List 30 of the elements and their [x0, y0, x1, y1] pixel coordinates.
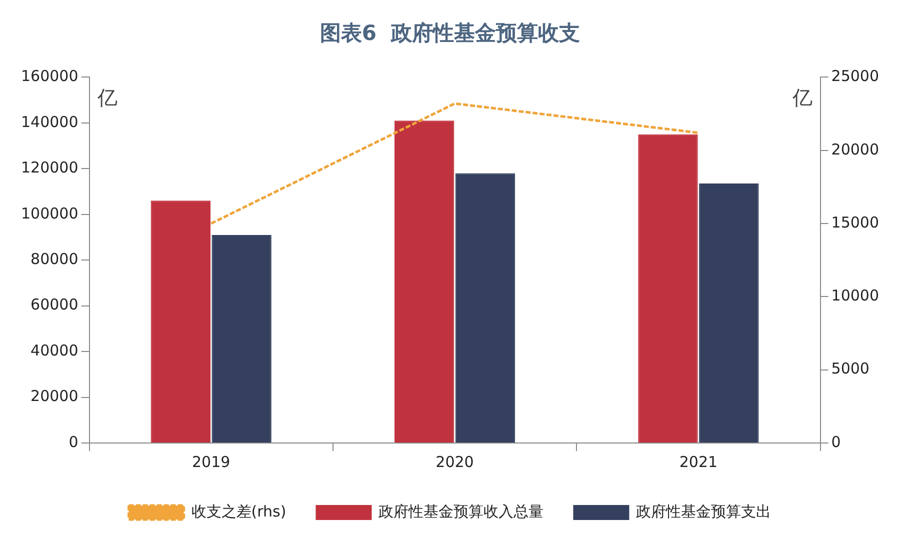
y-tick-label: 40000 [30, 341, 78, 360]
x-tick-label: 2020 [436, 452, 474, 471]
bar [212, 234, 272, 442]
y-tick-label: 60000 [30, 296, 78, 314]
y-tick-label: 120000 [20, 158, 78, 177]
x-tick-label: 2019 [192, 452, 230, 471]
y2-tick-label: 10000 [831, 286, 879, 305]
y-tick-label: 140000 [20, 112, 78, 131]
y2-axis-title: 亿 [791, 85, 812, 110]
y-tick-label: 160000 [20, 67, 78, 86]
bar [394, 120, 454, 442]
y2-tick-label: 20000 [831, 140, 879, 158]
x-tick-label: 2021 [679, 452, 718, 471]
legend-label: 政府性基金预算支出 [636, 502, 772, 520]
legend-label: 收支之差(rhs) [191, 502, 286, 520]
y2-tick-label: 0 [831, 432, 841, 451]
y-tick-label: 20000 [30, 387, 78, 406]
bar [455, 173, 516, 442]
y2-tick-label: 5000 [831, 360, 870, 378]
y-tick-label: 100000 [20, 204, 78, 222]
y-tick-label: 80000 [30, 250, 78, 268]
legend-label: 政府性基金预算收入总量 [378, 502, 544, 520]
bar [638, 134, 698, 442]
y2-tick-label: 25000 [831, 67, 879, 86]
bar [699, 184, 759, 442]
chart-title: 图表6 政府性基金预算收支 [320, 21, 580, 46]
y2-tick-label: 15000 [831, 213, 879, 232]
y-tick-label: 0 [68, 432, 78, 451]
y-axis-title: 亿 [96, 85, 118, 110]
bar [150, 200, 210, 442]
